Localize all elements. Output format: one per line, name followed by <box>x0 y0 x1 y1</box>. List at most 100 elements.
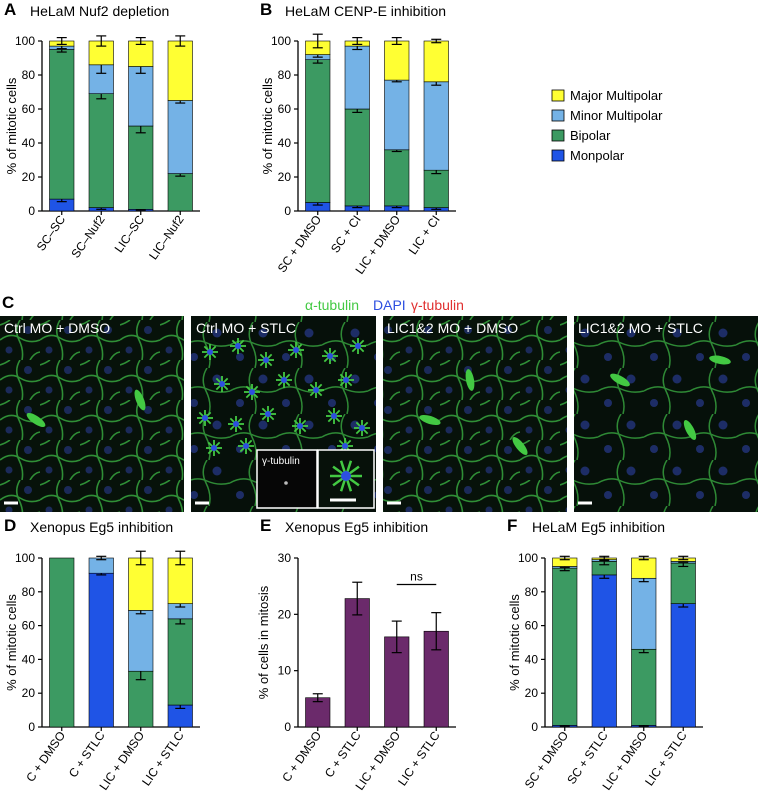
chart-b: 0 20 40 60 80 100 % of mitotic cells SC + DMSO S… <box>260 33 456 277</box>
x-tick-label-b: LIC + CI <box>406 213 443 257</box>
bar-segment-minor-multipolar-a <box>128 66 154 127</box>
y-tick-label-b: 0 <box>284 204 291 218</box>
y-tick-label-b: 40 <box>278 136 292 150</box>
micrograph-label-ctrl-dmso: Ctrl MO + DMSO <box>4 320 110 336</box>
panel-label-f: F <box>507 516 517 535</box>
y-tick-label-a: 80 <box>22 68 36 82</box>
bar-segment-bipolar-b <box>305 59 331 203</box>
y-axis-label-a: % of mitotic cells <box>4 77 19 174</box>
y-tick-label-d: 0 <box>28 720 35 734</box>
bar-e <box>344 598 370 728</box>
spindle-star <box>337 438 353 454</box>
bar-segment-major-multipolar-a <box>128 40 154 67</box>
y-tick-label-d: 40 <box>22 652 36 666</box>
bar-segment-bipolar-b <box>384 149 410 207</box>
micrograph-label-lic-stlc: LIC1&2 MO + STLC <box>578 320 703 336</box>
bipolar-spindle <box>26 412 46 428</box>
chart-title-a: HeLaM Nuf2 depletion <box>30 3 169 19</box>
bar-segment-bipolar-f <box>631 648 657 726</box>
bar-segment-bipolar-d <box>128 670 154 728</box>
y-tick-label-e: 30 <box>278 551 292 565</box>
legend-swatch-major-multipolar <box>551 89 565 102</box>
y-tick-label-b: 80 <box>278 68 292 82</box>
y-tick-label-f: 40 <box>525 652 539 666</box>
bar-segment-monpolar-f <box>670 603 696 728</box>
x-tick-label-d: C + STLC <box>66 728 108 780</box>
y-tick-label-f: 80 <box>525 585 539 599</box>
bar-segment-minor-multipolar-b <box>384 79 410 151</box>
legend-label-monopolar: Monpolar <box>570 148 625 163</box>
x-tick-label-e: C + DMSO <box>279 729 324 785</box>
y-tick-label-a: 20 <box>22 170 36 184</box>
spindle-star <box>354 420 370 436</box>
y-tick-label-e: 0 <box>284 720 291 734</box>
bipolar-spindle <box>465 369 475 391</box>
panel-label-d: D <box>4 516 16 535</box>
bar-segment-monpolar-d <box>88 572 114 728</box>
legend-label-bipolar: Bipolar <box>570 128 611 143</box>
monopolar-spindles <box>26 338 731 456</box>
panel-label-c: C <box>2 293 14 312</box>
spindle-star <box>202 344 218 360</box>
microscopy-panel: C α-tubulin DAPI γ-tubulin Ctrl MO + DMS… <box>0 293 758 512</box>
y-tick-label-b: 60 <box>278 102 292 116</box>
bipolar-spindle <box>512 437 528 455</box>
chart-title-b: HeLaM CENP-E inhibition <box>285 3 446 19</box>
y-tick-label-d: 60 <box>22 619 36 633</box>
spindle-star <box>244 384 260 400</box>
y-tick-label-f: 20 <box>525 686 539 700</box>
spindle-star <box>206 440 222 456</box>
legend-swatch-bipolar <box>551 129 565 142</box>
spindle-star <box>258 352 274 368</box>
y-tick-label-e: 10 <box>278 664 292 678</box>
chart-title-d: Xenopus Eg5 inhibition <box>30 519 173 535</box>
bar-segment-minor-multipolar-b <box>423 81 449 171</box>
spindle-star <box>214 376 230 392</box>
spindle-star <box>350 338 366 354</box>
legend-label-major-multipolar: Major Multipolar <box>570 88 663 103</box>
x-tick-label-f: SC + DMSO <box>522 729 572 791</box>
x-tick-label-b: SC + DMSO <box>275 213 325 275</box>
bar-segment-major-multipolar-f <box>631 557 657 579</box>
y-tick-label-a: 60 <box>22 102 36 116</box>
x-tick-label-a: SC–Nuf2 <box>68 212 108 260</box>
spindle-star <box>326 408 342 424</box>
chart-title-f: HeLaM Eg5 inhibition <box>532 519 665 535</box>
bar-segment-bipolar-a <box>167 173 193 212</box>
inset-gamma-tubulin <box>256 449 318 509</box>
spindle-star <box>228 416 244 432</box>
bar-segment-bipolar-d <box>167 618 193 706</box>
x-tick-label-d: C + DMSO <box>23 729 68 785</box>
bipolar-spindle <box>610 373 630 387</box>
bar-segment-minor-multipolar-d <box>128 610 154 672</box>
legend-swatch-monopolar <box>551 149 565 162</box>
x-tick-label-b: SC + CI <box>328 213 364 256</box>
bar-segment-major-multipolar-d <box>167 557 193 604</box>
bipolar-spindle <box>683 420 697 440</box>
spindle-star <box>292 418 308 434</box>
y-tick-label-a: 0 <box>28 204 35 218</box>
spindle-star <box>230 338 246 354</box>
significance-label-e: ns <box>410 569 423 583</box>
bar-segment-major-multipolar-b <box>423 40 449 83</box>
bar-segment-major-multipolar-b <box>384 40 410 81</box>
spindle-star <box>238 438 254 454</box>
micrograph-lic-stlc <box>574 316 758 512</box>
bar-segment-bipolar-d <box>49 557 75 728</box>
panel-label-e: E <box>260 516 271 535</box>
y-axis-label-d: % of mitotic cells <box>4 594 19 691</box>
y-tick-label-f: 100 <box>518 551 538 565</box>
micrograph-label-ctrl-stlc: Ctrl MO + STLC <box>196 320 296 336</box>
panel-label-b: B <box>260 0 272 19</box>
y-tick-label-a: 100 <box>15 34 35 48</box>
spindle-star <box>338 372 354 388</box>
spindle-star <box>260 406 276 422</box>
y-axis-label-e: % of cells in mitosis <box>256 585 271 699</box>
bar-segment-minor-multipolar-f <box>631 577 657 650</box>
y-tick-label-a: 40 <box>22 136 36 150</box>
bar-segment-bipolar-f <box>670 562 696 604</box>
bar-segment-minor-multipolar-a <box>167 100 193 174</box>
